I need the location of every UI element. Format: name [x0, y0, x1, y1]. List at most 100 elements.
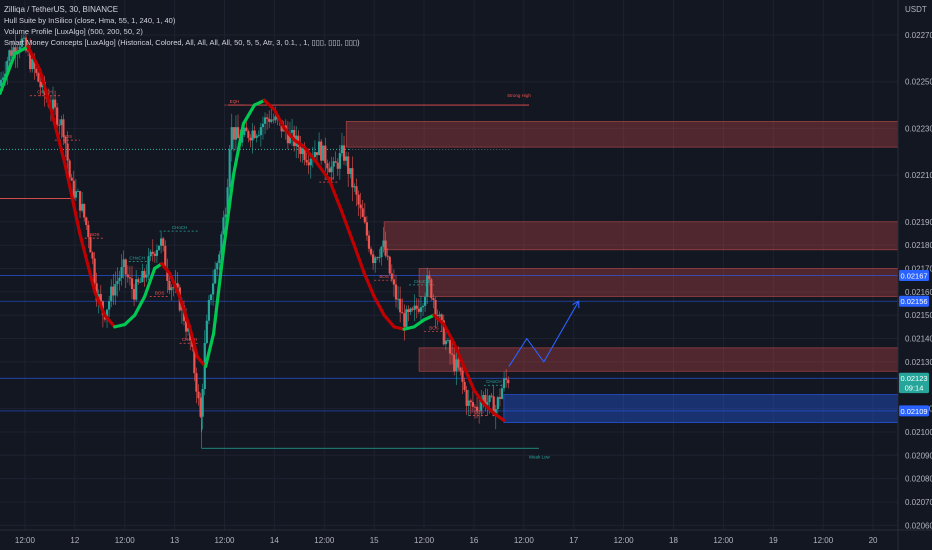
candle-body: [471, 402, 475, 407]
hull-segment: [123, 313, 137, 327]
candle-body: [502, 378, 506, 389]
hull-segment: [452, 341, 466, 369]
supply-zone: [383, 221, 899, 251]
candle-body: [411, 308, 414, 310]
candle-body: [230, 127, 233, 150]
candle-body: [363, 216, 366, 223]
time-tick-label: 13: [170, 536, 179, 545]
hull-segment: [252, 98, 267, 107]
candle-body: [378, 257, 381, 258]
hull-segment: [63, 161, 82, 236]
candle-body: [137, 279, 140, 283]
candle-body: [130, 278, 134, 290]
candle-body: [76, 191, 80, 192]
hull-segment: [422, 313, 436, 322]
candle-body: [257, 135, 260, 136]
time-tick-label: 18: [669, 536, 678, 545]
candle-body: [372, 254, 375, 264]
candle-body: [434, 299, 437, 316]
candle-body: [349, 168, 352, 174]
candle-body: [29, 51, 32, 70]
candle-body: [205, 320, 208, 344]
candle-body: [423, 296, 427, 306]
indicator-smc[interactable]: Smart Money Concepts [LuxAlgo] (Historic…: [4, 38, 360, 47]
time-tick-label: 17: [569, 536, 578, 545]
candle-body: [245, 127, 248, 132]
hull-segment: [211, 248, 226, 336]
hull-segment: [26, 45, 42, 72]
candle-body: [361, 208, 364, 217]
candle-body: [440, 314, 443, 321]
candle-body: [384, 240, 387, 256]
candle-body: [184, 321, 188, 332]
candle-body: [286, 131, 290, 144]
candle-body: [374, 257, 377, 264]
candle-body: [172, 287, 175, 289]
candle-body: [324, 145, 327, 164]
candle-body: [357, 194, 360, 205]
candle-body: [494, 409, 497, 416]
candle-body: [216, 262, 219, 270]
price-tick-label: 0.02140: [905, 335, 932, 344]
candle-body: [214, 269, 217, 284]
hull-segment: [302, 145, 319, 166]
candle-body: [413, 305, 416, 310]
candle-body: [2, 77, 5, 80]
candle-body: [305, 159, 308, 163]
hull-segment: [412, 318, 426, 329]
candle-body: [166, 268, 169, 281]
hull-segment: [143, 266, 157, 299]
candle-body: [428, 275, 431, 280]
hull-segment: [203, 332, 216, 369]
candle-body: [176, 283, 179, 288]
candle-body: [473, 406, 477, 408]
price-badge: [899, 372, 929, 384]
candle-body: [68, 160, 71, 178]
structure-break-label: CHoCH: [414, 279, 430, 284]
price-badge: [899, 382, 929, 394]
candle-body: [10, 50, 13, 56]
candle-body: [87, 224, 90, 238]
time-tick-label: 12:00: [713, 536, 734, 545]
price-tick-label: 0.02060: [905, 521, 932, 530]
candle-body: [345, 156, 348, 161]
candle-body: [26, 50, 30, 52]
candle-body: [322, 145, 325, 161]
candle-body: [436, 315, 439, 317]
indicator-hull[interactable]: Hull Suite by InSilico (close, Hma, 55, …: [4, 16, 176, 25]
candle-body: [405, 309, 408, 327]
candle-body: [226, 187, 229, 215]
candle-body: [388, 256, 391, 274]
candle-body: [228, 149, 231, 188]
candle-body: [83, 203, 86, 218]
hull-segment: [372, 294, 386, 317]
candle-body: [270, 119, 273, 122]
time-tick-label: 20: [869, 536, 878, 545]
candle-body: [507, 379, 510, 384]
hull-segment: [462, 364, 476, 392]
chart-legend: Zilliqa / TetherUS, 30, BINANCE Hull Sui…: [4, 4, 360, 48]
candle-body: [353, 186, 356, 188]
candle-body: [243, 127, 246, 136]
hull-segment: [472, 388, 486, 406]
candle-body: [309, 158, 312, 166]
symbol-title[interactable]: Zilliqa / TetherUS, 30, BINANCE: [4, 5, 119, 14]
hull-segment: [13, 45, 30, 56]
indicator-volume-profile[interactable]: Volume Profile [LuxAlgo] (500, 200, 50, …: [4, 27, 143, 36]
price-badge: [899, 405, 929, 417]
time-tick-label: 15: [370, 536, 379, 545]
candle-body: [478, 410, 481, 412]
candle-body: [164, 245, 167, 269]
hull-moving-average: [0, 45, 506, 422]
time-axis[interactable]: 12:00 12 12:00 13 12:00 14 12:00 15 12:00 16 12:00…: [0, 529, 932, 545]
candle-body: [151, 251, 154, 254]
price-tick-label: 0.02160: [905, 288, 932, 297]
price-axis[interactable]: 0.02270 0.02250 0.02230 0.02210 0.02190 0.021…: [897, 0, 932, 550]
candle-body: [222, 217, 225, 235]
candle-body: [355, 186, 358, 195]
candle-body: [315, 152, 319, 156]
candle-body: [386, 255, 389, 257]
candle-body: [53, 99, 57, 108]
